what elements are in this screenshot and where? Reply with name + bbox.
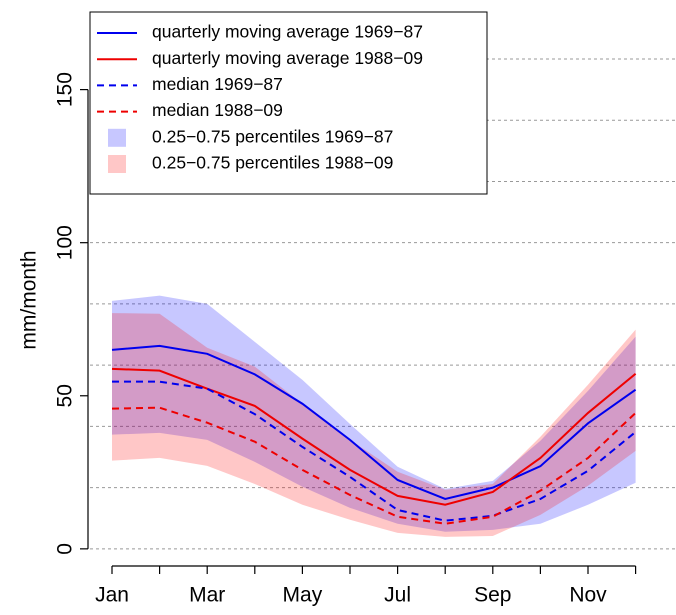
- legend-label: quarterly moving average 1988−09: [152, 48, 423, 68]
- legend-swatch: [108, 155, 126, 173]
- legend-label: median 1969−87: [152, 74, 283, 94]
- percentile-band: [112, 295, 636, 532]
- legend-label: median 1988−09: [152, 100, 283, 120]
- legend-label: 0.25−0.75 percentiles 1969−87: [152, 126, 393, 146]
- percentile-band: [112, 313, 636, 537]
- y-tick-label: 0: [54, 543, 77, 555]
- moving-average-line: [111, 344, 637, 500]
- median-line: [111, 406, 637, 525]
- legend-label: 0.25−0.75 percentiles 1988−09: [152, 153, 393, 173]
- legend-swatch: [108, 128, 126, 147]
- x-tick-label: Jul: [384, 584, 411, 607]
- x-tick-label: Sep: [474, 584, 511, 607]
- legend-box: [89, 11, 488, 195]
- y-axis-label: mm/month: [18, 250, 41, 349]
- y-tick-label: 50: [54, 384, 77, 407]
- moving-average-line: [111, 367, 637, 506]
- x-tick-label: Jan: [95, 584, 129, 607]
- x-tick-label: May: [283, 584, 323, 607]
- y-tick-label: 100: [54, 225, 77, 260]
- y-tick-label: 150: [54, 72, 77, 107]
- legend-label: quarterly moving average 1969−87: [152, 22, 423, 42]
- x-tick-label: Nov: [569, 584, 607, 607]
- x-tick-label: Mar: [189, 584, 225, 607]
- median-line: [112, 380, 637, 522]
